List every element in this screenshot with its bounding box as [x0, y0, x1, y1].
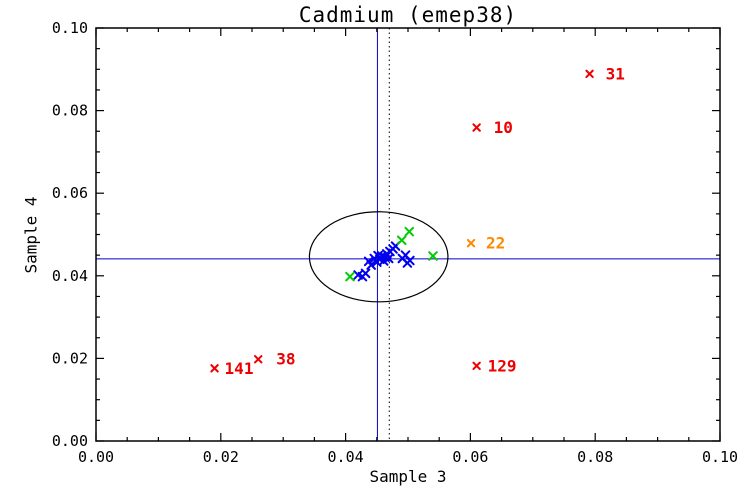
- outlier-10: 10: [472, 118, 513, 137]
- outlier-129: 129: [472, 356, 517, 375]
- x-tick-label: 0.00: [78, 448, 114, 466]
- x-tick-label: 0.02: [203, 448, 239, 466]
- series-cluster-blue: [353, 241, 415, 282]
- x-tick-label: 0.04: [328, 448, 364, 466]
- outlier-label-129: 129: [488, 356, 517, 375]
- chart-title: Cadmium (emep38): [298, 3, 518, 27]
- outlier-label-38: 38: [276, 350, 295, 369]
- series-cluster-green: [345, 226, 438, 282]
- outlier-label-141: 141: [225, 359, 254, 378]
- x-tick-label: 0.10: [702, 448, 738, 466]
- confidence-ellipse: [308, 211, 449, 303]
- outlier-141: 141: [210, 359, 254, 378]
- outlier-label-31: 31: [606, 64, 625, 83]
- outlier-22: 22: [466, 234, 505, 253]
- outlier-label-22: 22: [486, 234, 505, 253]
- y-axis-label: Sample 4: [21, 196, 41, 274]
- y-tick-label: 0.08: [52, 102, 88, 120]
- y-tick-label: 0.04: [52, 267, 88, 285]
- y-tick-label: 0.10: [52, 19, 88, 37]
- x-tick-label: 0.08: [577, 448, 613, 466]
- outlier-31: 31: [585, 64, 625, 83]
- y-tick-label: 0.02: [52, 349, 88, 367]
- labeled-outliers: 31 10 22 129 141 38: [210, 64, 625, 378]
- x-axis-label: Sample 3: [369, 467, 447, 486]
- reference-lines: [96, 28, 720, 441]
- y-tick-label: 0.00: [52, 432, 88, 450]
- y-tick-label: 0.06: [52, 184, 88, 202]
- outlier-38: 38: [254, 350, 296, 369]
- tick-labels: 0.00 0.02 0.04 0.06 0.08 0.10 0.00 0.02 0.04 0.06…: [52, 19, 738, 466]
- outlier-label-10: 10: [494, 118, 513, 137]
- plot-frame: [95, 27, 721, 442]
- axis-ticks: [95, 27, 721, 442]
- x-tick-label: 0.06: [452, 448, 488, 466]
